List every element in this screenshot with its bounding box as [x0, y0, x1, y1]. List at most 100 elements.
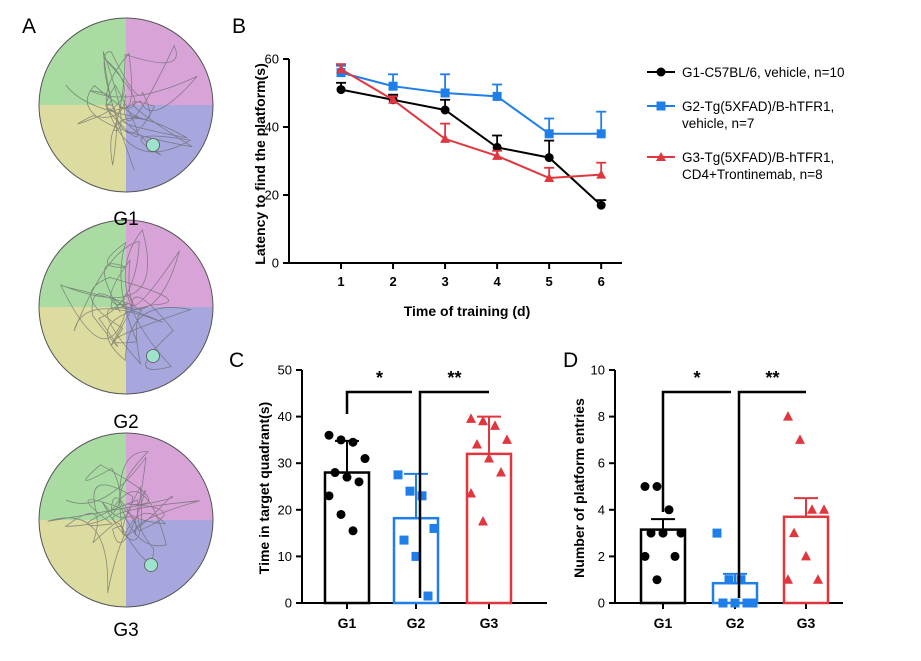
- y-tick-label: 20: [265, 188, 279, 203]
- category-label: G2: [726, 615, 745, 631]
- latency-line-chart: Latency to find the platform(s) Time of …: [252, 52, 622, 319]
- data-point-g2: [388, 81, 398, 91]
- data-point-g2: [440, 88, 450, 98]
- individual-point-g1: [640, 482, 650, 491]
- individual-point-g2: [393, 470, 403, 480]
- y-tick-label: 30: [278, 456, 292, 471]
- individual-point-g3: [478, 415, 488, 426]
- individual-point-g3: [795, 434, 805, 444]
- data-point-g1: [544, 153, 554, 163]
- legend-label-g2-line2: vehicle, n=7: [682, 116, 754, 131]
- panel-letter-a: A: [22, 15, 36, 38]
- individual-point-g1: [360, 454, 370, 464]
- individual-point-g2: [411, 551, 421, 561]
- individual-point-g1: [324, 430, 334, 440]
- x-tick-label: 6: [598, 274, 605, 289]
- legend-label-g1: G1-C57BL/6, vehicle, n=10: [682, 65, 844, 80]
- individual-point-g3: [801, 550, 811, 561]
- individual-point-g1: [348, 437, 358, 447]
- quadrant-ne: [126, 18, 213, 105]
- individual-point-g3: [466, 413, 476, 423]
- legend-marker-g1: [656, 67, 666, 77]
- target-quadrant-bar-chart: Time in target quadrant(s) 0 10 20 30 40 50 G1…: [256, 363, 547, 631]
- panel-letter-b: B: [232, 15, 246, 38]
- bar-g1: [323, 471, 371, 605]
- bar-chart-c-y-axis-title: Time in target quadrant(s): [256, 402, 272, 574]
- y-tick-label: 20: [278, 502, 292, 517]
- individual-point-g2: [718, 598, 728, 608]
- x-tick-label: 3: [441, 274, 448, 289]
- individual-point-g3: [472, 439, 482, 449]
- y-tick-label: 40: [265, 120, 279, 135]
- individual-point-g2: [742, 598, 752, 608]
- series-line-g2: [340, 71, 602, 135]
- individual-point-g1: [652, 575, 662, 585]
- individual-point-g3: [502, 434, 512, 444]
- series-line-g1: [340, 88, 602, 206]
- series-line-g3: [340, 68, 602, 180]
- individual-point-g1: [664, 505, 674, 515]
- individual-point-g2: [399, 535, 409, 545]
- y-tick-label: 2: [598, 549, 605, 564]
- hidden-platform: [146, 138, 160, 152]
- individual-point-g3: [496, 467, 506, 477]
- category-label: G2: [407, 615, 426, 631]
- hidden-platform: [144, 558, 158, 572]
- y-tick-label: 10: [591, 363, 605, 378]
- individual-point-g3: [466, 487, 476, 498]
- data-point-g3: [596, 169, 607, 179]
- y-tick-label: 60: [265, 52, 279, 67]
- legend-label-g2-line1: G2-Tg(5XFAD)/B-hTFR1,: [682, 99, 834, 114]
- individual-point-g3: [478, 515, 488, 526]
- individual-point-g3: [783, 411, 793, 421]
- maze-label-g1: G1: [113, 209, 138, 230]
- individual-point-g3: [819, 504, 829, 514]
- individual-point-g1: [676, 528, 686, 538]
- individual-point-g2: [417, 491, 427, 501]
- data-point-g2: [596, 129, 606, 139]
- individual-point-g1: [646, 528, 656, 538]
- data-point-g1: [596, 200, 606, 210]
- quadrant-ne: [126, 220, 213, 307]
- maze-pool-outline: [38, 219, 214, 395]
- quadrant-nw: [39, 433, 126, 520]
- y-tick-label: 0: [285, 596, 292, 611]
- data-point-g3: [544, 173, 555, 182]
- platform-entries-bar-chart: Number of platform entries 0 2 4 6 8 10 G1 G2 G3…: [571, 363, 843, 631]
- line-chart-x-axis-title: Time of training (d): [404, 303, 531, 319]
- individual-point-g3: [789, 527, 799, 538]
- legend-label-g3-line1: G3-Tg(5XFAD)/B-hTFR1,: [682, 150, 834, 165]
- x-tick-label: 5: [546, 274, 553, 289]
- data-point-g2: [544, 129, 554, 139]
- individual-point-g3: [490, 420, 500, 430]
- significance-label: *: [693, 368, 700, 388]
- bar-g3: [465, 452, 513, 605]
- individual-point-g2: [724, 575, 734, 585]
- y-tick-label: 40: [278, 409, 292, 424]
- significance-bracket: [661, 390, 731, 512]
- bar-chart-d-y-axis-title: Number of platform entries: [571, 398, 587, 578]
- individual-point-g1: [324, 491, 334, 501]
- x-tick-label: 2: [389, 274, 396, 289]
- individual-point-g1: [354, 477, 364, 487]
- maze-pool-outline: [38, 17, 214, 193]
- data-point-g2: [492, 91, 502, 101]
- swim-track: [59, 229, 193, 370]
- category-label: G1: [654, 615, 673, 631]
- individual-point-g2: [405, 486, 415, 496]
- individual-point-g3: [807, 504, 817, 514]
- individual-point-g2: [748, 598, 758, 608]
- panel-letter-c: C: [229, 349, 244, 372]
- category-label: G1: [338, 615, 357, 631]
- line-chart-y-axis-title: Latency to find the platform(s): [252, 63, 268, 264]
- bar-g1: [639, 528, 687, 605]
- category-label: G3: [797, 615, 816, 631]
- quadrant-se: [126, 307, 213, 394]
- line-chart-legend: G1-C57BL/6, vehicle, n=10 G2-Tg(5XFAD)/B…: [647, 65, 844, 182]
- individual-point-g2: [423, 591, 433, 601]
- x-tick-label: 4: [494, 274, 502, 289]
- individual-point-g1: [652, 482, 662, 491]
- individual-point-g2: [429, 523, 439, 533]
- individual-point-g1: [342, 472, 352, 482]
